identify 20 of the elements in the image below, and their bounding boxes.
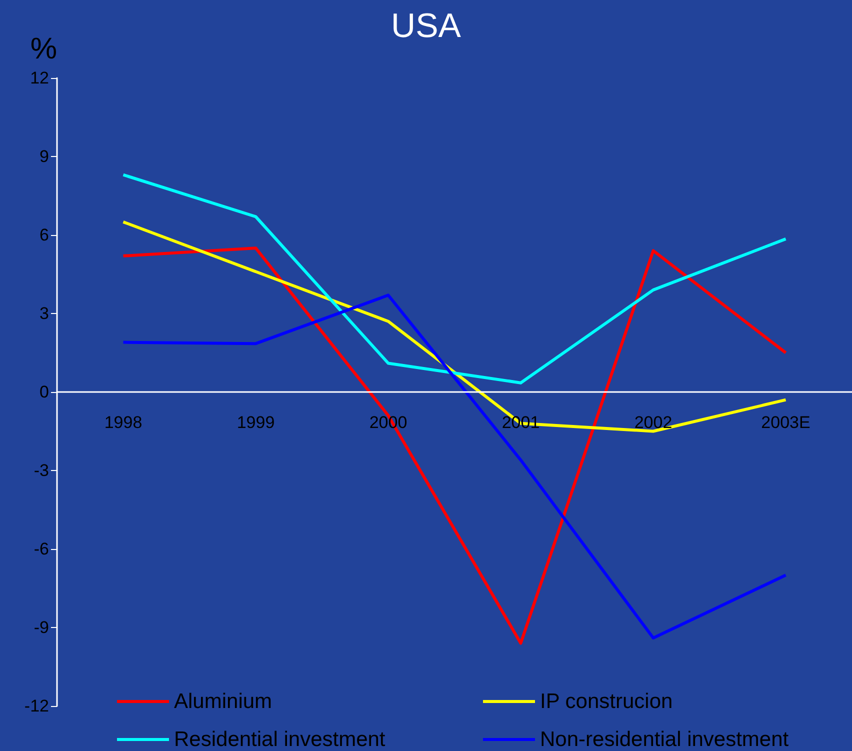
- y-tick-label: -12: [24, 696, 49, 716]
- x-tick-label: 2003E: [761, 413, 810, 432]
- y-tick-label: 9: [40, 147, 49, 166]
- legend-label: IP construcion: [540, 690, 673, 713]
- y-tick-label: 3: [40, 304, 49, 323]
- x-tick-label: 1998: [104, 413, 142, 432]
- legend-label: Non-residential investment: [540, 728, 789, 751]
- y-axis-title: %: [30, 32, 57, 66]
- y-tick-label: 12: [30, 68, 49, 88]
- legend-label: Residential investment: [174, 728, 386, 751]
- y-tick-label: 0: [40, 382, 49, 402]
- y-tick-label: -9: [34, 618, 49, 637]
- x-tick-label: 2002: [634, 413, 672, 432]
- legend-label: Aluminium: [174, 690, 272, 713]
- y-tick-label: -6: [34, 540, 49, 558]
- y-tick-label: 6: [40, 226, 49, 244]
- y-tick-label: -3: [34, 461, 49, 480]
- line-series: [122, 173, 788, 384]
- x-tick-label: 1999: [236, 413, 275, 432]
- chart-title: USA: [391, 7, 462, 45]
